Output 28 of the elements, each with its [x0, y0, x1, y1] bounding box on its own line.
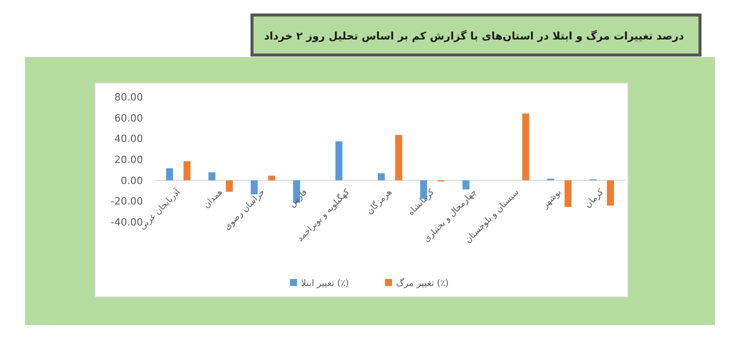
x-tick-label: خراسان رضوی — [222, 187, 268, 232]
bar — [184, 161, 190, 180]
x-tick-label: کرمان — [583, 186, 607, 210]
bar — [166, 168, 174, 180]
y-tick-label: 60.00 — [114, 113, 143, 124]
bar — [226, 180, 233, 192]
y-tick-label: -20.00 — [110, 196, 143, 208]
bar — [564, 180, 572, 207]
y-tick-label: 0.00 — [120, 176, 143, 187]
bar — [395, 135, 402, 180]
bar — [335, 141, 342, 180]
bar — [606, 180, 614, 206]
y-tick-label: 20.00 — [114, 155, 143, 166]
y-tick-label: 40.00 — [114, 134, 143, 146]
x-tick-label: هرمزگان — [364, 186, 394, 217]
bar — [522, 113, 530, 180]
x-tick-label: همدان — [202, 187, 225, 210]
bar — [378, 173, 385, 180]
x-tick-label: فارس — [288, 187, 310, 210]
bar — [268, 176, 276, 180]
legend-label: تغییر ابتلا (٪) — [301, 279, 349, 290]
y-tick-label: 80.00 — [114, 92, 143, 104]
legend-label: تغییر مرگ (٪) — [396, 277, 449, 290]
x-tick-label: بوشهر — [540, 187, 564, 212]
x-tick-label: کرمانشاه — [406, 186, 438, 218]
bar — [208, 172, 216, 180]
bar — [462, 180, 470, 190]
chart-title: درصد تغییرات مرگ و ابتلا در استان‌های با گزارش کم بر اساس تحلیل روز ۲ خرداد — [264, 30, 685, 43]
